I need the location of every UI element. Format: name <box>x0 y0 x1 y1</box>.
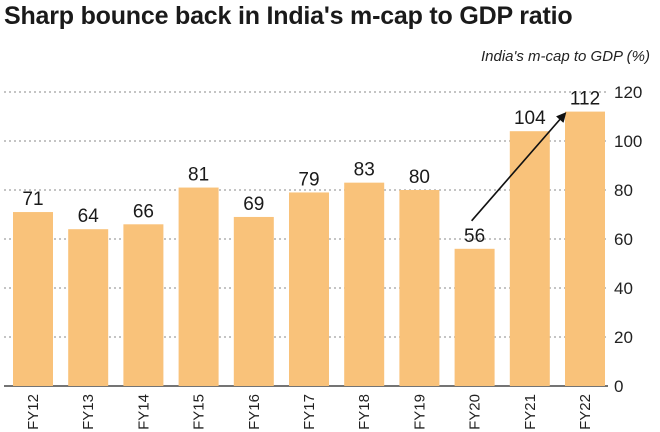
y-tick-label: 80 <box>614 181 633 200</box>
bar <box>178 187 219 386</box>
bar <box>565 111 605 386</box>
data-label: 66 <box>133 201 154 222</box>
data-label: 71 <box>22 189 43 210</box>
x-tick-label: FY19 <box>411 394 428 430</box>
chart-title: Sharp bounce back in India's m-cap to GD… <box>4 2 573 30</box>
x-tick-label: FY12 <box>25 394 42 430</box>
bar <box>68 229 109 386</box>
x-tick-label: FY13 <box>80 394 97 430</box>
data-label: 56 <box>464 226 485 247</box>
data-label: 80 <box>409 167 430 188</box>
x-tick-label: FY20 <box>467 394 484 430</box>
bar <box>289 192 329 386</box>
bar <box>123 224 164 386</box>
y-tick-label: 20 <box>614 328 633 347</box>
data-label: 112 <box>570 89 600 110</box>
trend-arrow <box>470 112 567 222</box>
data-label: 104 <box>514 108 546 129</box>
x-tick-label: FY17 <box>301 394 318 430</box>
bar <box>233 216 274 386</box>
y-tick-label: 40 <box>614 279 633 298</box>
bar <box>399 190 440 386</box>
x-tick-label: FY15 <box>191 394 208 430</box>
x-tick-label: FY22 <box>577 394 594 430</box>
bar <box>13 212 53 386</box>
x-tick-label: FY14 <box>135 394 152 430</box>
data-label: 79 <box>298 169 319 190</box>
y-axis-label: India's m-cap to GDP (%) <box>480 48 650 65</box>
data-label: 81 <box>188 165 209 186</box>
data-label: 69 <box>243 194 264 215</box>
data-label: 83 <box>354 160 375 181</box>
bar <box>509 131 550 386</box>
y-tick-label: 0 <box>614 377 623 396</box>
bar <box>344 182 385 386</box>
y-tick-label: 120 <box>614 83 642 102</box>
y-tick-label: 100 <box>614 132 642 151</box>
x-tick-label: FY16 <box>246 394 263 430</box>
x-tick-label: FY21 <box>522 394 539 430</box>
y-tick-label: 60 <box>614 230 633 249</box>
data-label: 64 <box>78 206 100 227</box>
bar <box>454 248 495 386</box>
x-tick-label: FY18 <box>356 394 373 430</box>
